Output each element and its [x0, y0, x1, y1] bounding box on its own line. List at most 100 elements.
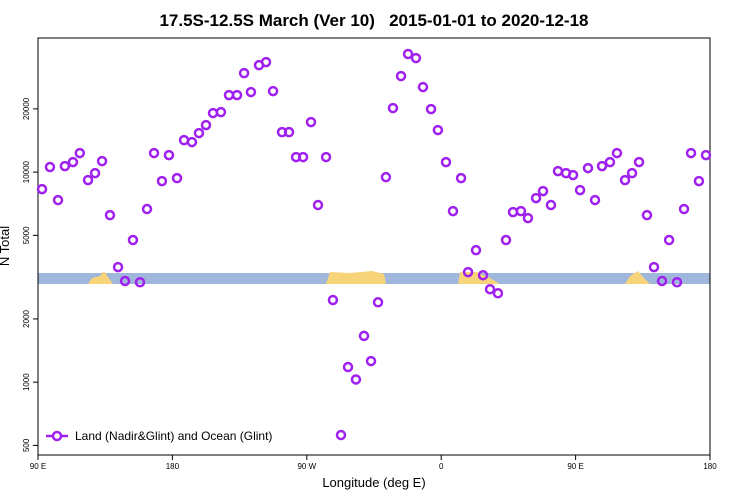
data-point [342, 361, 354, 373]
data-point [305, 116, 317, 128]
data-point [671, 276, 683, 288]
data-point [462, 266, 474, 278]
data-point [619, 174, 631, 186]
data-point [134, 276, 146, 288]
data-point [104, 209, 116, 221]
data-point [432, 124, 444, 136]
x-axis-label: Longitude (deg E) [322, 475, 425, 490]
y-tick-label: 2000 [22, 309, 31, 327]
data-point [552, 165, 564, 177]
data-point [127, 234, 139, 246]
data-point [447, 205, 459, 217]
data-point [380, 171, 392, 183]
data-point [663, 234, 675, 246]
data-point [119, 275, 131, 287]
data-point [171, 172, 183, 184]
data-point [59, 160, 71, 172]
data-point [545, 199, 557, 211]
x-tick-label: 0 [439, 462, 444, 471]
data-point [193, 127, 205, 139]
data-point [141, 203, 153, 215]
y-tick-label: 10000 [22, 160, 31, 183]
data-point [112, 261, 124, 273]
data-point [372, 297, 384, 308]
data-point [567, 169, 579, 181]
data-point [455, 172, 467, 184]
data-point [260, 56, 272, 68]
data-point [395, 70, 407, 82]
data-point [52, 194, 64, 206]
data-point [267, 85, 279, 97]
data-point [82, 174, 94, 186]
data-point [283, 126, 295, 138]
data-point [200, 119, 212, 131]
data-point [327, 294, 339, 306]
data-point [74, 147, 86, 159]
legend-marker [51, 430, 63, 442]
data-point [245, 86, 257, 98]
data-point [186, 136, 198, 148]
data-point [596, 160, 608, 172]
data-point [350, 374, 362, 385]
data-point [611, 147, 623, 159]
data-point [215, 106, 227, 118]
data-point [89, 167, 101, 179]
x-tick-label: 180 [166, 462, 180, 471]
data-point [223, 89, 235, 101]
data-point [530, 192, 542, 204]
data-point [470, 244, 482, 256]
y-tick-label: 1000 [22, 373, 31, 391]
data-point [648, 261, 660, 273]
data-point [492, 288, 504, 299]
data-point [36, 183, 48, 195]
data-point [693, 175, 705, 187]
y-axis-label: N Total [0, 226, 12, 266]
data-point [537, 185, 549, 197]
data-point [156, 175, 168, 187]
data-point [440, 156, 452, 168]
data-point [358, 330, 370, 342]
data-point [417, 81, 429, 93]
data-point [678, 203, 690, 215]
data-point [44, 161, 56, 173]
plot-frame [37, 37, 711, 456]
data-point [582, 162, 594, 174]
data-point [500, 234, 512, 246]
data-point [700, 149, 712, 161]
y-tick-label: 5000 [22, 226, 31, 244]
x-tick-label: 90 W [297, 462, 316, 471]
y-tick-label: 20000 [22, 97, 31, 120]
data-point [685, 147, 697, 159]
data-point [477, 269, 489, 281]
data-point [335, 429, 347, 441]
data-point [387, 102, 399, 114]
data-point [148, 147, 160, 159]
data-point [312, 199, 324, 211]
data-point [641, 209, 653, 221]
data-point [365, 355, 377, 367]
data-point [656, 275, 668, 287]
data-point [410, 52, 422, 64]
chart-title: 17.5S-12.5S March (Ver 10) 2015-01-01 to… [159, 11, 588, 30]
data-point [96, 155, 108, 167]
data-point [320, 151, 332, 163]
data-point [574, 184, 586, 196]
data-point [515, 205, 527, 217]
data-point [238, 67, 250, 79]
data-point [626, 167, 638, 179]
data-point [522, 212, 534, 224]
data-point [589, 194, 601, 206]
y-tick-label: 500 [22, 438, 31, 452]
x-tick-label: 180 [703, 462, 717, 471]
data-point [67, 156, 79, 168]
data-point [484, 283, 496, 295]
data-point [604, 156, 616, 168]
data-point [402, 48, 414, 60]
data-point [633, 156, 645, 168]
data-point [297, 151, 309, 163]
x-tick-label: 90 E [567, 462, 583, 471]
data-point [231, 89, 243, 101]
data-point [163, 149, 175, 161]
data-point [425, 103, 437, 115]
